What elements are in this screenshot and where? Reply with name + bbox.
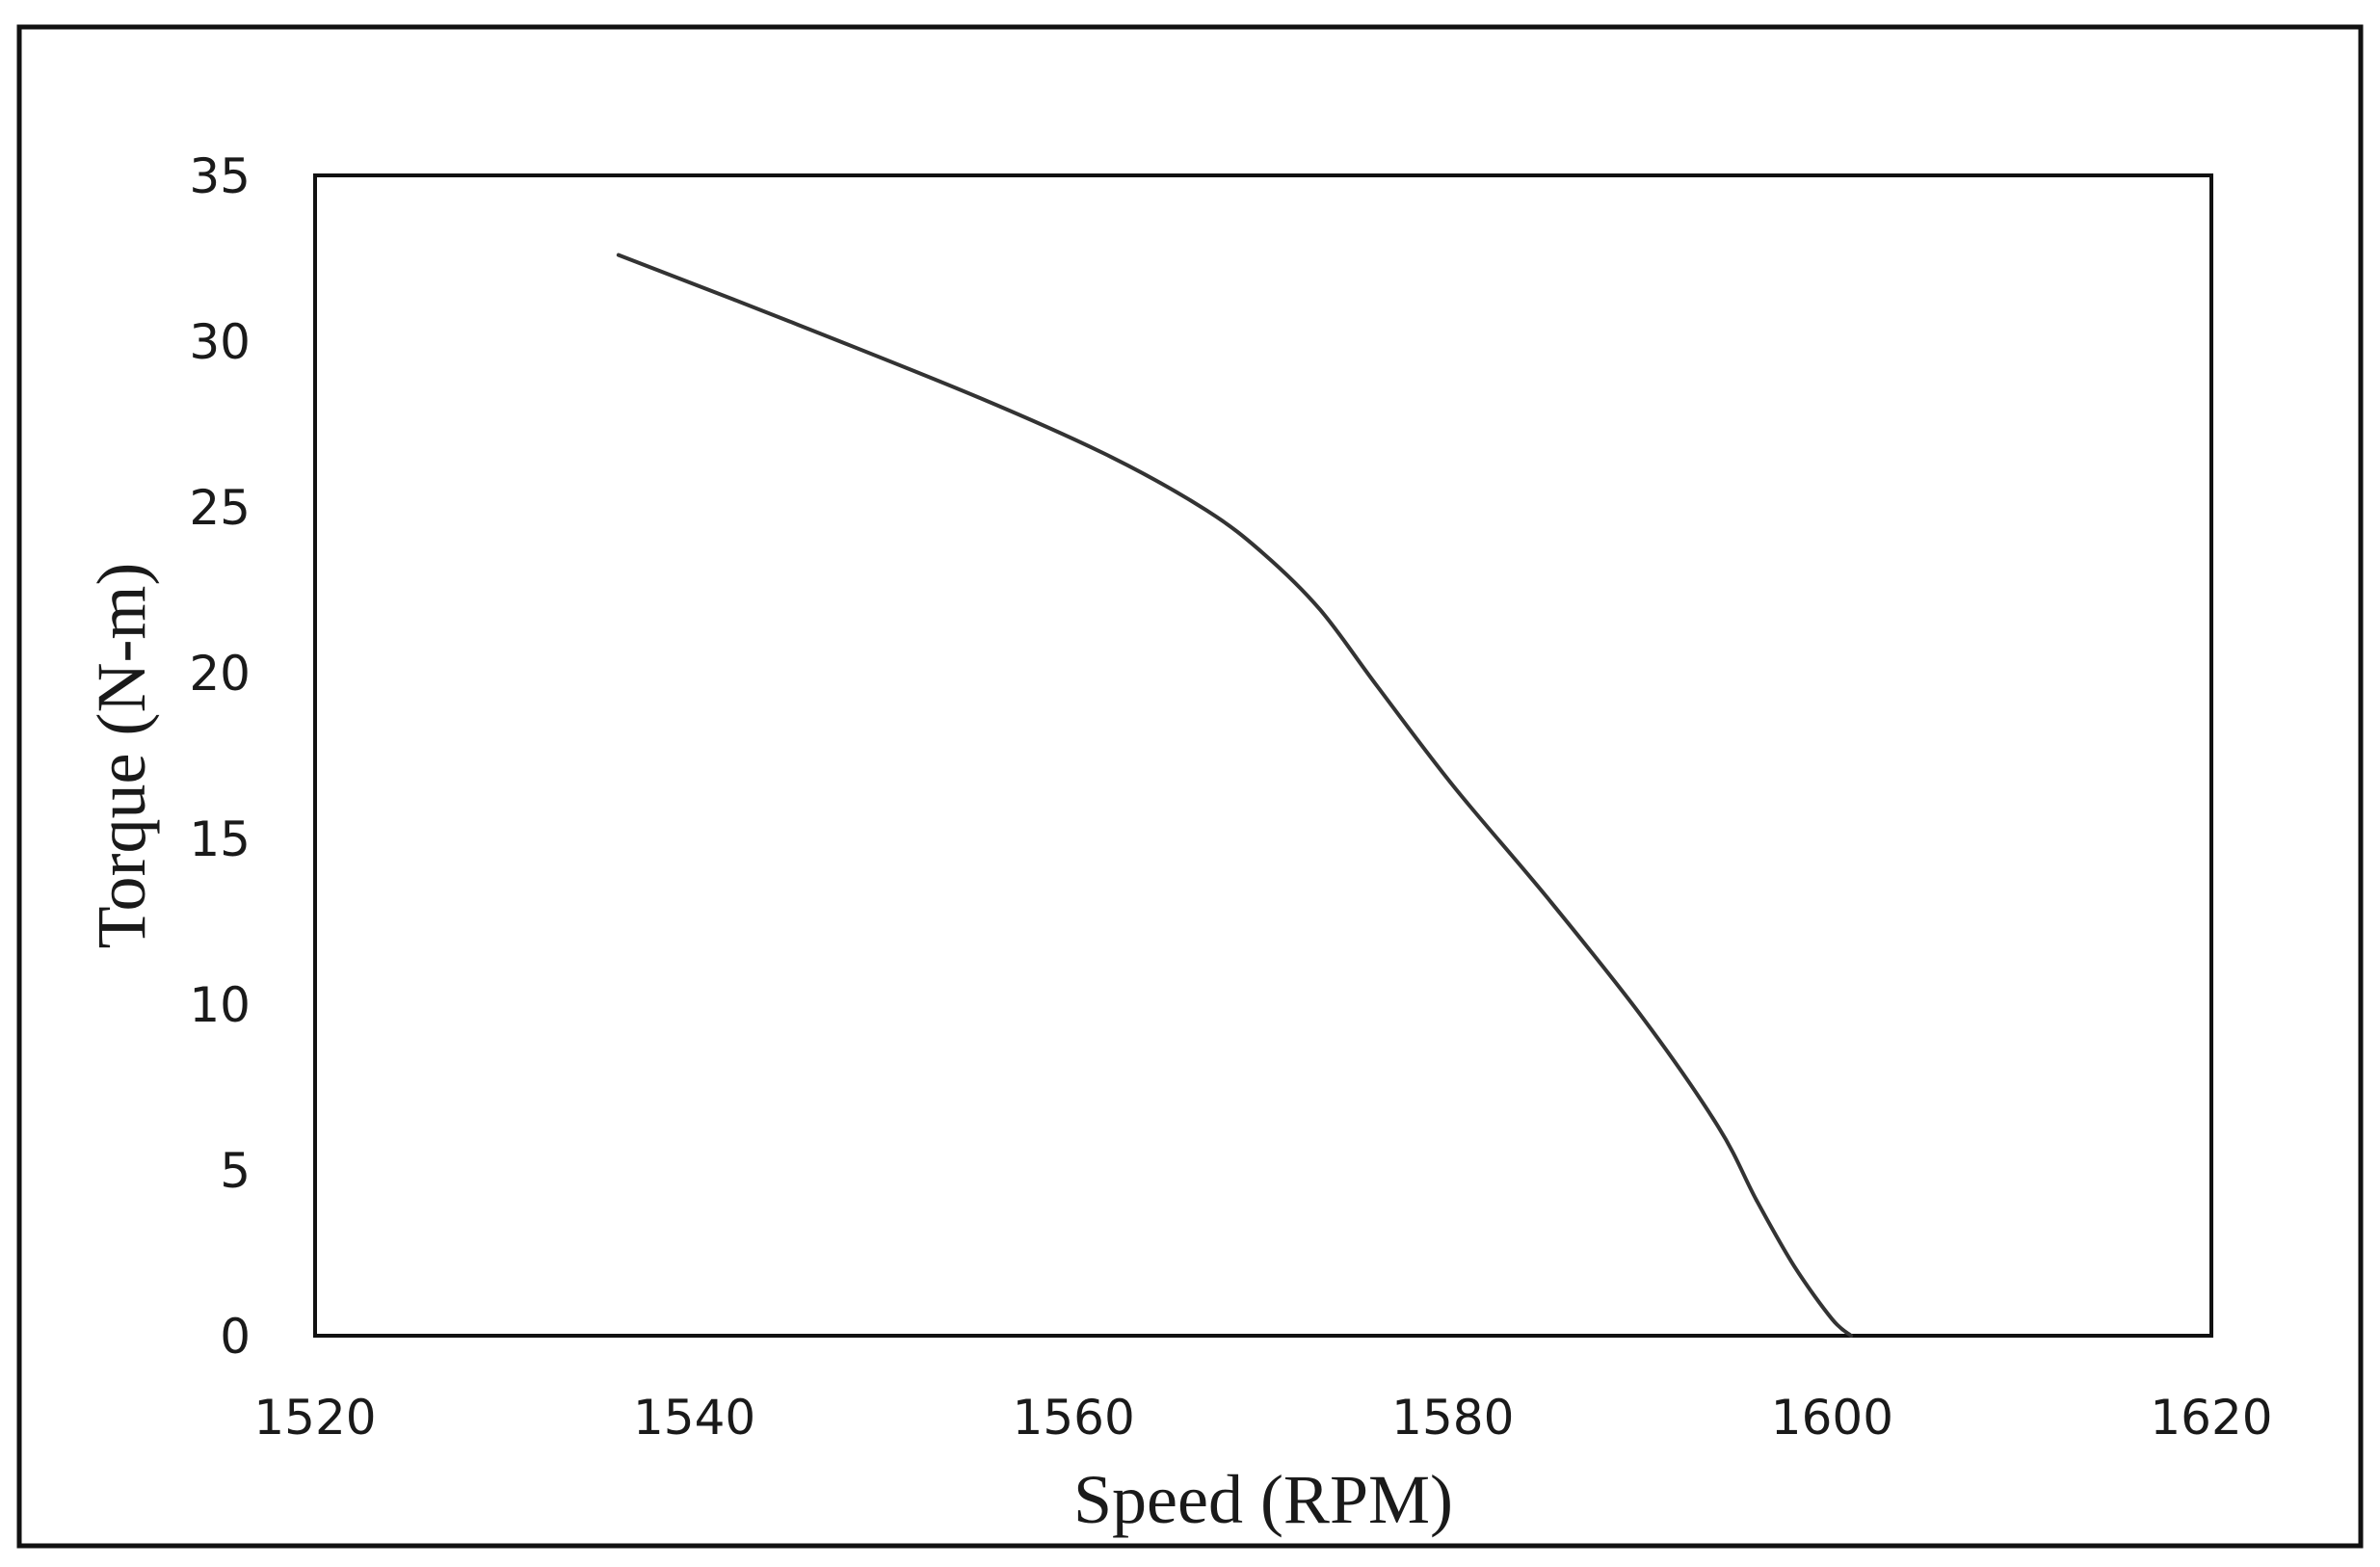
x-tick-label: 1620 [2150,1390,2272,1446]
y-tick-label: 20 [189,646,251,702]
y-tick-label: 10 [189,977,251,1033]
x-tick-label: 1560 [1013,1390,1135,1446]
y-tick-label: 0 [220,1309,251,1365]
x-tick-label: 1540 [633,1390,755,1446]
torque-speed-curve [616,252,1854,1338]
y-tick-label: 35 [189,148,251,204]
x-tick-label: 1580 [1391,1390,1514,1446]
x-tick-label: 1600 [1771,1390,1893,1446]
y-tick-label: 25 [189,480,251,536]
plot-area [313,173,2213,1338]
y-tick-label: 15 [189,811,251,867]
x-tick-label: 1520 [253,1390,376,1446]
y-axis-title: Torque (N-m) [83,563,160,949]
y-tick-label: 30 [189,314,251,370]
x-axis-title: Speed (RPM) [1073,1461,1453,1538]
x-axis-tick-labels: 1520 1540 1560 1580 1600 1620 [253,1390,2272,1446]
y-tick-label: 5 [220,1143,251,1199]
y-axis-tick-labels: 0 5 10 15 20 25 30 35 [189,148,251,1365]
